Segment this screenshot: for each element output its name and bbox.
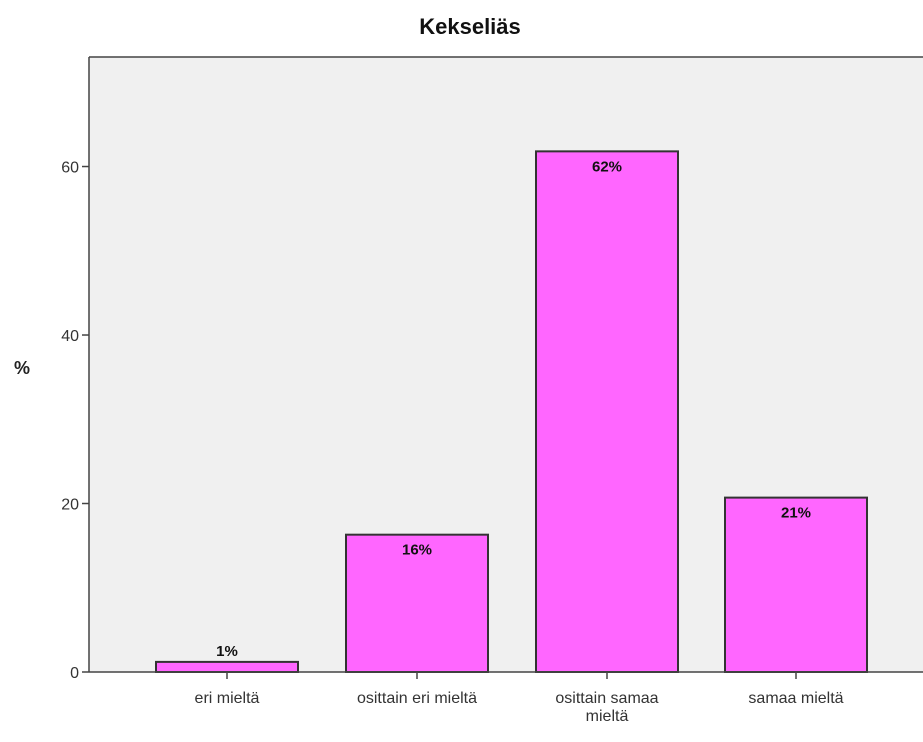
- data-label-3: 21%: [781, 505, 811, 522]
- y-tick-label-2: 40: [61, 328, 79, 345]
- category-label-2-line-0: osittain samaa: [555, 690, 658, 707]
- bar-3: [724, 496, 868, 673]
- y-tick-label-1: 20: [61, 497, 79, 514]
- chart-title: Kekseliäs: [419, 14, 521, 39]
- y-tick-label-0: 0: [70, 665, 79, 682]
- x-axis-ticks: eri mieltä osittain eri mieltä osittain sa…: [195, 672, 844, 725]
- category-label-3-line-0: samaa mieltä: [748, 690, 843, 707]
- bar-0: [155, 660, 299, 673]
- category-label-2: osittain samaa mieltä: [555, 690, 658, 725]
- y-tick-label-3: 60: [61, 160, 79, 177]
- bar-2: [535, 150, 679, 674]
- category-label-1-line-0: osittain eri mieltä: [357, 690, 477, 707]
- data-label-2: 62%: [592, 158, 622, 175]
- category-label-3: samaa mieltä: [748, 690, 843, 707]
- category-label-0-line-0: eri mieltä: [195, 690, 260, 707]
- category-label-1: osittain eri mieltä: [357, 690, 477, 707]
- category-label-0: eri mieltä: [195, 690, 260, 707]
- y-axis-ticks: 0 20 40 60: [61, 160, 89, 682]
- data-label-0: 1%: [216, 643, 238, 660]
- data-label-1: 16%: [402, 542, 432, 559]
- bars-layer: 1% 16% 62% 21%: [155, 150, 868, 674]
- category-label-2-line-1: mieltä: [586, 708, 629, 725]
- y-axis-label: %: [14, 358, 30, 378]
- bar-1: [345, 533, 489, 674]
